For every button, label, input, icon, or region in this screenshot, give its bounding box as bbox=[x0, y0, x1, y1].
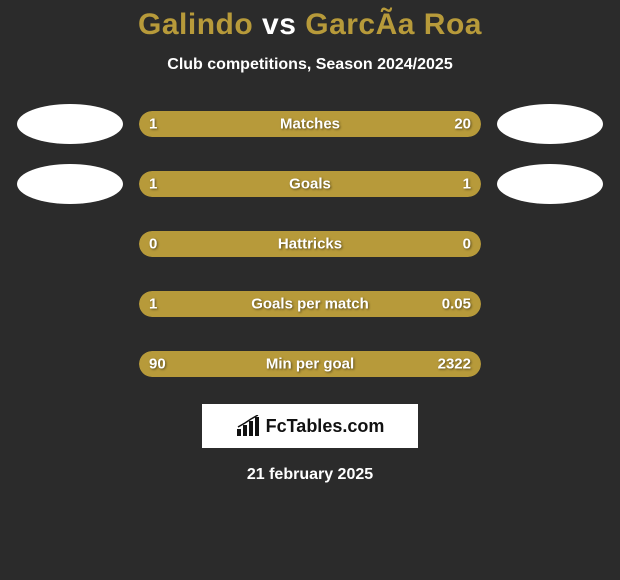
stat-row: 1 Goals per match 0.05 bbox=[0, 284, 620, 324]
date-label: 21 february 2025 bbox=[0, 466, 620, 484]
avatar-spacer bbox=[497, 284, 603, 324]
logo-box[interactable]: FcTables.com bbox=[202, 404, 418, 448]
stat-value-left: 90 bbox=[149, 356, 166, 373]
player2-name: GarcÃ­a Roa bbox=[305, 8, 482, 41]
player1-avatar bbox=[17, 164, 123, 204]
subtitle: Club competitions, Season 2024/2025 bbox=[0, 56, 620, 74]
stat-row: 1 Goals 1 bbox=[0, 164, 620, 204]
stat-bar: 1 Goals 1 bbox=[139, 171, 481, 197]
logo-chart-icon bbox=[236, 415, 262, 437]
stat-value-left: 1 bbox=[149, 116, 157, 133]
stat-bar: 1 Matches 20 bbox=[139, 111, 481, 137]
stat-value-left: 0 bbox=[149, 236, 157, 253]
stat-bar: 90 Min per goal 2322 bbox=[139, 351, 481, 377]
page-title: Galindo vs GarcÃ­a Roa bbox=[0, 8, 620, 42]
stat-row: 90 Min per goal 2322 bbox=[0, 344, 620, 384]
logo-text: FcTables.com bbox=[266, 416, 385, 437]
player2-avatar bbox=[497, 104, 603, 144]
logo-inner: FcTables.com bbox=[236, 415, 385, 437]
avatar-spacer bbox=[497, 224, 603, 264]
stat-row: 0 Hattricks 0 bbox=[0, 224, 620, 264]
stat-label: Goals per match bbox=[251, 296, 369, 313]
player1-name: Galindo bbox=[138, 8, 253, 41]
stat-bar: 1 Goals per match 0.05 bbox=[139, 291, 481, 317]
player1-avatar bbox=[17, 104, 123, 144]
stat-value-left: 1 bbox=[149, 176, 157, 193]
player2-avatar bbox=[497, 164, 603, 204]
stat-bar: 0 Hattricks 0 bbox=[139, 231, 481, 257]
stat-label: Hattricks bbox=[278, 236, 342, 253]
stat-label: Goals bbox=[289, 176, 331, 193]
stat-value-left: 1 bbox=[149, 296, 157, 313]
bar-fill-right bbox=[310, 171, 481, 197]
comparison-card: Galindo vs GarcÃ­a Roa Club competitions… bbox=[0, 0, 620, 484]
stat-value-right: 2322 bbox=[438, 356, 471, 373]
stat-label: Min per goal bbox=[266, 356, 354, 373]
avatar-spacer bbox=[497, 344, 603, 384]
stat-label: Matches bbox=[280, 116, 340, 133]
stat-row: 1 Matches 20 bbox=[0, 104, 620, 144]
stat-value-right: 0 bbox=[463, 236, 471, 253]
bar-fill-left bbox=[139, 171, 310, 197]
stat-value-right: 0.05 bbox=[442, 296, 471, 313]
avatar-spacer bbox=[17, 344, 123, 384]
avatar-spacer bbox=[17, 224, 123, 264]
stats-container: 1 Matches 20 1 Goals 1 0 Hattricks 0 1 Goals per m… bbox=[0, 104, 620, 384]
bar-fill-right bbox=[207, 111, 481, 137]
stat-value-right: 20 bbox=[454, 116, 471, 133]
avatar-spacer bbox=[17, 284, 123, 324]
title-vs: vs bbox=[262, 8, 296, 41]
stat-value-right: 1 bbox=[463, 176, 471, 193]
